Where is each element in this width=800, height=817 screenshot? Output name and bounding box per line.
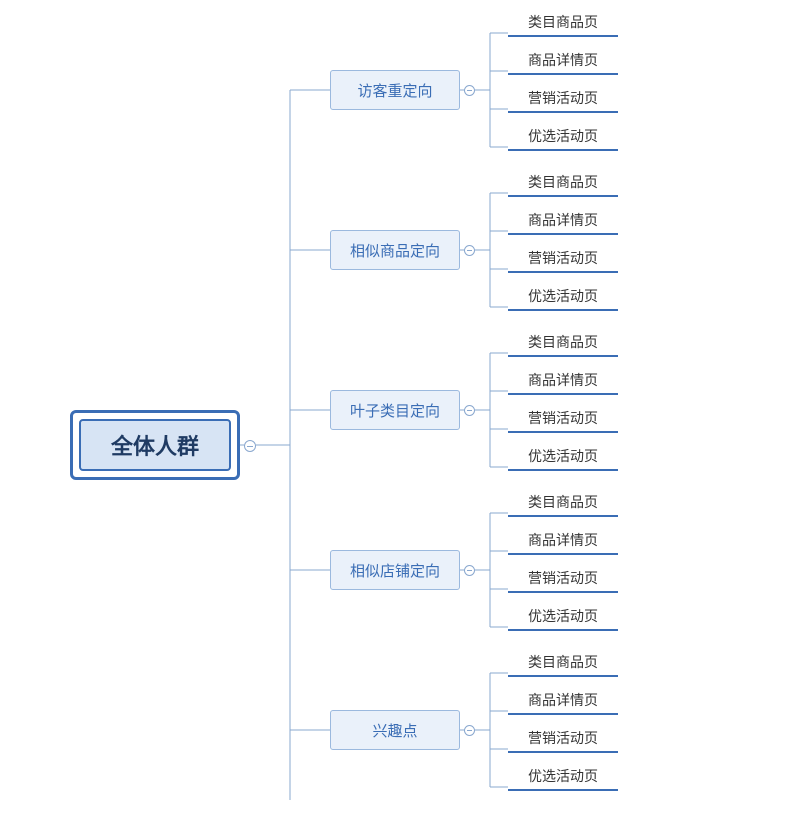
leaf-node[interactable]: 营销活动页 bbox=[508, 727, 618, 753]
leaf-label: 优选活动页 bbox=[528, 766, 598, 786]
branch-toggle[interactable] bbox=[464, 85, 475, 96]
leaf-node[interactable]: 类目商品页 bbox=[508, 11, 618, 37]
branch-toggle[interactable] bbox=[464, 405, 475, 416]
root-label: 全体人群 bbox=[111, 429, 199, 461]
leaf-label: 类目商品页 bbox=[528, 172, 598, 192]
branch-toggle[interactable] bbox=[464, 245, 475, 256]
branch-node[interactable]: 兴趣点 bbox=[330, 710, 460, 750]
leaf-node[interactable]: 优选活动页 bbox=[508, 445, 618, 471]
branch-node[interactable]: 访客重定向 bbox=[330, 70, 460, 110]
leaf-label: 营销活动页 bbox=[528, 88, 598, 108]
leaf-label: 商品详情页 bbox=[528, 370, 598, 390]
leaf-label: 营销活动页 bbox=[528, 728, 598, 748]
leaf-node[interactable]: 营销活动页 bbox=[508, 567, 618, 593]
leaf-node[interactable]: 商品详情页 bbox=[508, 689, 618, 715]
leaf-node[interactable]: 商品详情页 bbox=[508, 529, 618, 555]
branch-label: 相似商品定向 bbox=[350, 240, 440, 261]
branch-node[interactable]: 叶子类目定向 bbox=[330, 390, 460, 430]
leaf-label: 商品详情页 bbox=[528, 690, 598, 710]
leaf-label: 营销活动页 bbox=[528, 248, 598, 268]
leaf-label: 优选活动页 bbox=[528, 446, 598, 466]
leaf-node[interactable]: 商品详情页 bbox=[508, 49, 618, 75]
branch-toggle[interactable] bbox=[464, 725, 475, 736]
leaf-node[interactable]: 优选活动页 bbox=[508, 285, 618, 311]
leaf-node[interactable]: 类目商品页 bbox=[508, 171, 618, 197]
leaf-node[interactable]: 营销活动页 bbox=[508, 407, 618, 433]
leaf-label: 类目商品页 bbox=[528, 492, 598, 512]
leaf-node[interactable]: 优选活动页 bbox=[508, 765, 618, 791]
leaf-label: 商品详情页 bbox=[528, 530, 598, 550]
leaf-label: 类目商品页 bbox=[528, 12, 598, 32]
leaf-label: 优选活动页 bbox=[528, 606, 598, 626]
leaf-label: 类目商品页 bbox=[528, 652, 598, 672]
leaf-label: 类目商品页 bbox=[528, 332, 598, 352]
leaf-node[interactable]: 营销活动页 bbox=[508, 87, 618, 113]
leaf-node[interactable]: 类目商品页 bbox=[508, 651, 618, 677]
leaf-label: 优选活动页 bbox=[528, 286, 598, 306]
branch-label: 相似店铺定向 bbox=[350, 560, 440, 581]
leaf-label: 营销活动页 bbox=[528, 568, 598, 588]
branch-label: 叶子类目定向 bbox=[350, 400, 440, 421]
leaf-node[interactable]: 商品详情页 bbox=[508, 369, 618, 395]
leaf-node[interactable]: 商品详情页 bbox=[508, 209, 618, 235]
mindmap-canvas: 全体人群 访客重定向类目商品页商品详情页营销活动页优选活动页相似商品定向类目商品… bbox=[0, 0, 800, 817]
branch-node[interactable]: 相似店铺定向 bbox=[330, 550, 460, 590]
leaf-label: 营销活动页 bbox=[528, 408, 598, 428]
branch-toggle[interactable] bbox=[464, 565, 475, 576]
branch-node[interactable]: 相似商品定向 bbox=[330, 230, 460, 270]
leaf-node[interactable]: 类目商品页 bbox=[508, 491, 618, 517]
leaf-node[interactable]: 优选活动页 bbox=[508, 125, 618, 151]
root-node[interactable]: 全体人群 bbox=[70, 410, 240, 480]
leaf-node[interactable]: 类目商品页 bbox=[508, 331, 618, 357]
leaf-node[interactable]: 优选活动页 bbox=[508, 605, 618, 631]
root-toggle[interactable] bbox=[244, 440, 256, 452]
leaf-label: 商品详情页 bbox=[528, 50, 598, 70]
branch-label: 访客重定向 bbox=[357, 80, 432, 101]
leaf-label: 商品详情页 bbox=[528, 210, 598, 230]
root-node-inner: 全体人群 bbox=[79, 419, 231, 471]
branch-label: 兴趣点 bbox=[372, 720, 417, 741]
leaf-label: 优选活动页 bbox=[528, 126, 598, 146]
leaf-node[interactable]: 营销活动页 bbox=[508, 247, 618, 273]
